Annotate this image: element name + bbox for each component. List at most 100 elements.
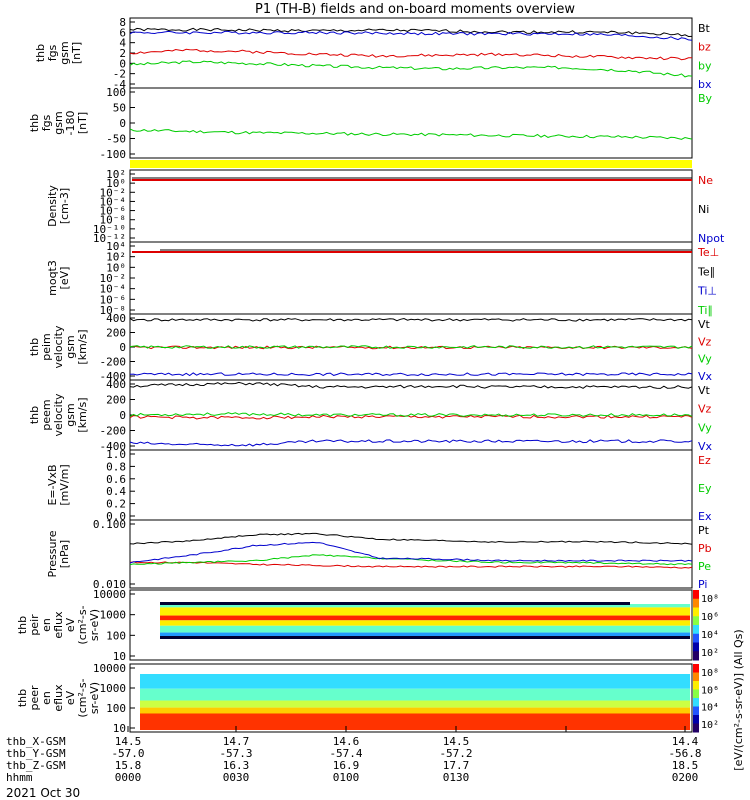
ephemeris-value: 18.5 [672,759,699,772]
ephemeris-row-name: hhmm [6,771,33,784]
series-line [129,381,693,389]
y-axis-label: gsm [58,41,71,64]
y-tick-label: -50 [106,133,126,146]
y-tick-label: 0.100 [93,518,126,531]
y-tick-label: 4 [119,37,126,50]
y-tick-label: -200 [100,356,127,369]
y-tick-label: 10⁻⁴ [100,283,127,296]
y-tick-label: -400 [100,370,127,383]
ephemeris-value: 0030 [223,771,250,784]
y-axis-label: en [40,691,53,705]
y-tick-label: 10⁻¹⁰ [93,223,126,236]
y-tick-label: 50 [113,102,126,115]
legend-entry: Ti⊥ [697,285,717,298]
ephemeris-value: 16.9 [333,759,360,772]
colorbar-segment [693,590,699,600]
ephemeris-value: 14.7 [223,735,250,748]
legend-entry: Ez [698,454,711,467]
y-tick-label: 8 [119,16,126,29]
y-tick-label: 10⁻¹² [93,232,126,245]
y-tick-label: 0 [119,409,126,422]
series-line [129,27,693,38]
series-line [129,30,693,41]
spectrogram-band [160,604,690,608]
y-tick-label: 10⁰ [106,177,126,190]
ephemeris-row-name: thb_Z-GSM [6,759,66,772]
ephemeris-value: 16.3 [223,759,250,772]
series-line [129,128,693,140]
y-tick-label: 10⁴ [106,240,126,253]
y-tick-label: -2 [113,68,126,81]
legend-entry: Ni [698,203,709,216]
y-axis-label: fgs [40,114,53,131]
colorbar-tick-label: 10² [701,720,719,731]
y-axis-label: [eV] [58,267,71,290]
y-axis-label: [km/s] [76,397,89,432]
legend-entry: Ex [698,510,712,523]
legend-entry: Pb [698,542,712,555]
panel-frame [129,519,693,589]
colorbar-segment [693,672,699,682]
panel-5: -400-200 0200 400 thb peim velocity gsm [km/s] V… [28,312,713,383]
series-line [129,412,693,417]
legend-entry: Pe [698,560,711,573]
colorbar-segment [693,598,699,608]
ephemeris-value: 0130 [443,771,470,784]
legend-entry: By [698,92,713,105]
legend-entry: Vx [698,440,713,453]
y-tick-label: 10⁻² [100,186,127,199]
y-axis-label: peer [28,685,41,711]
y-axis-label: eV [64,617,77,632]
colorbar-segment [693,698,699,707]
y-axis-label: eV [64,690,77,705]
y-axis-label: [nPa] [58,540,71,568]
date-label: 2021 Oct 30 [6,786,80,800]
y-axis-label: moqt3 [46,260,59,296]
colorbar-tick-label: 10⁸ [701,668,719,679]
series-line [129,60,693,78]
ephemeris-value: 0000 [115,771,142,784]
legend-entry: Te∥ [697,265,715,278]
ephemeris-value: -56.8 [668,747,701,760]
colorbar-segment [693,642,699,652]
series-line [129,48,692,61]
ephemeris-value: -57.0 [111,747,144,760]
y-axis-label: gsm [64,335,77,358]
y-axis-label: [km/s] [76,329,89,364]
y-tick-label: 0 [119,57,126,70]
ephemeris-value: 0200 [672,771,699,784]
legend-entry: Ne [698,174,713,187]
y-tick-label: 10⁻⁴ [100,195,127,208]
y-tick-label: 0 [119,117,126,130]
spectrogram-band [160,632,690,638]
panel-frame [129,87,693,159]
series-line [129,372,693,377]
colorbar-segment [693,689,699,699]
ephemeris-value: 0100 [333,771,360,784]
spectrogram-band [140,688,690,701]
y-tick-label: -4 [113,78,127,91]
series-line [129,317,693,322]
y-tick-label: 10⁻⁶ [100,293,127,306]
y-tick-label: 400 [106,312,126,325]
y-tick-label: 0 [119,341,126,354]
y-tick-label: 2 [119,47,126,60]
colorbar-tick-label: 10² [701,648,719,659]
legend-entry: by [698,59,712,72]
ephemeris-value: 14.6 [333,735,360,748]
y-axis-label: velocity [52,325,65,368]
ephemeris-row-name: thb_X-GSM [6,735,66,748]
y-axis-label: thb [28,406,41,424]
y-tick-label: 10² [106,168,126,181]
ephemeris-value: 15.8 [115,759,142,772]
y-tick-label: 100 [106,629,126,642]
colorbar-segment [693,616,699,626]
colorbar-segment [693,664,699,673]
y-tick-label: 0.8 [106,460,126,473]
series-line [129,439,693,447]
y-tick-label: 1000 [100,682,127,695]
panel-2: -100 -50 0 50 100 thb fgs gsm -180 [nT] By [28,86,713,161]
